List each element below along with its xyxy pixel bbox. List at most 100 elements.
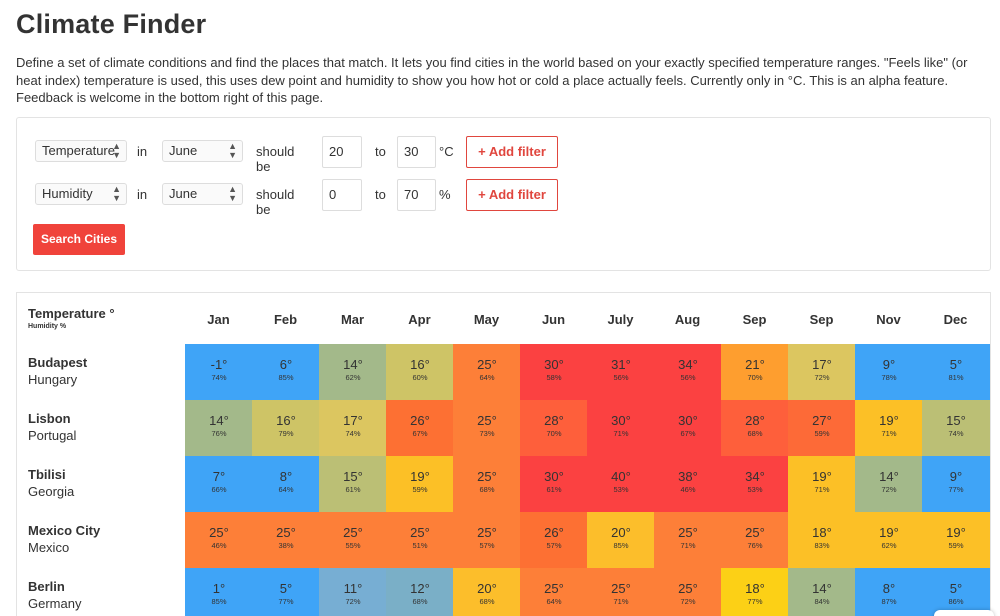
metric-select-value: Temperature — [42, 143, 115, 158]
climate-cell: 30° 58% — [520, 344, 588, 400]
cell-temperature: 20° — [477, 581, 497, 596]
climate-cell: 26° 57% — [520, 512, 588, 568]
climate-cell: 25° 76% — [721, 512, 789, 568]
cell-humidity: 81% — [948, 373, 964, 382]
climate-cell: 25° 64% — [520, 568, 588, 616]
cell-humidity: 85% — [211, 597, 227, 606]
cell-temperature: 9° — [949, 469, 963, 484]
cell-humidity: 79% — [278, 429, 294, 438]
cell-temperature: 28° — [544, 413, 564, 428]
month-column-header: Dec — [943, 312, 968, 327]
cell-humidity: 68% — [479, 485, 495, 494]
climate-cell: 15° 74% — [922, 400, 990, 456]
climate-cell: 19° 71% — [855, 400, 923, 456]
metric-select-value: Humidity — [42, 186, 93, 201]
month-column-header: May — [473, 312, 500, 327]
cell-humidity: 71% — [680, 541, 696, 550]
cell-temperature: 25° — [678, 581, 698, 596]
month-select[interactable]: June ▲ ▼ — [162, 140, 243, 162]
cell-temperature: 31° — [611, 357, 631, 372]
cell-humidity: 57% — [546, 541, 562, 550]
cell-humidity: 71% — [613, 429, 629, 438]
climate-cell: 5° 77% — [252, 568, 320, 616]
city-label[interactable]: Tbilisi Georgia — [28, 467, 74, 500]
cell-humidity: 84% — [814, 597, 830, 606]
month-column-header: Aug — [674, 312, 701, 327]
city-name: Mexico City — [28, 523, 101, 538]
cell-temperature: 21° — [745, 357, 765, 372]
climate-cell: 16° 79% — [252, 400, 320, 456]
climate-cell: 16° 60% — [386, 344, 454, 400]
cell-humidity: 58% — [546, 373, 562, 382]
city-label[interactable]: Lisbon Portugal — [28, 411, 76, 444]
climate-cell: 18° 77% — [721, 568, 789, 616]
cell-temperature: 11° — [343, 581, 363, 596]
city-name: Budapest — [28, 355, 88, 370]
min-value-input[interactable]: 0 — [322, 179, 362, 211]
city-label[interactable]: Berlin Germany — [28, 579, 81, 612]
cell-temperature: 14° — [812, 581, 832, 596]
cell-humidity: 60% — [412, 373, 428, 382]
cell-humidity: 77% — [278, 597, 294, 606]
feedback-widget[interactable] — [934, 610, 994, 616]
climate-cell: 14° 72% — [855, 456, 923, 512]
cell-temperature: 5° — [949, 357, 963, 372]
month-column-header: Sep — [742, 312, 767, 327]
climate-table: Temperature ° Humidity % Jan Feb Mar Apr May… — [16, 292, 991, 616]
climate-cell: 25° 73% — [453, 400, 521, 456]
metric-select[interactable]: Temperature ▲ ▼ — [35, 140, 127, 162]
climate-cell: 17° 72% — [788, 344, 856, 400]
cell-humidity: 61% — [345, 485, 361, 494]
month-column-header: July — [607, 312, 634, 327]
cell-humidity: 72% — [680, 597, 696, 606]
cell-temperature: 1° — [212, 581, 226, 596]
in-label: in — [137, 187, 148, 202]
climate-cell: 5° 86% — [922, 568, 990, 616]
cell-temperature: 20° — [611, 525, 631, 540]
cell-humidity: 68% — [747, 429, 763, 438]
metric-select[interactable]: Humidity ▲ ▼ — [35, 183, 127, 205]
select-arrows-icon: ▲ ▼ — [228, 184, 237, 203]
cell-temperature: 25° — [477, 357, 497, 372]
add-filter-button[interactable]: + Add filter — [466, 179, 558, 211]
climate-cell: 1° 85% — [185, 568, 253, 616]
page-description: Define a set of climate conditions and f… — [16, 55, 968, 105]
city-label[interactable]: Budapest Hungary — [28, 355, 87, 388]
climate-cell: 38° 46% — [654, 456, 722, 512]
select-arrows-icon: ▲ ▼ — [112, 184, 121, 203]
city-label[interactable]: Mexico City Mexico — [28, 523, 100, 556]
cell-temperature: 15° — [343, 469, 363, 484]
month-column-header: Nov — [876, 312, 901, 327]
climate-cell: 12° 68% — [386, 568, 454, 616]
climate-cell: 25° 55% — [319, 512, 387, 568]
cell-temperature: 19° — [946, 525, 966, 540]
add-filter-button[interactable]: + Add filter — [466, 136, 558, 168]
cell-humidity: 55% — [345, 541, 361, 550]
cell-temperature: 14° — [209, 413, 229, 428]
cell-temperature: 38° — [678, 469, 698, 484]
unit-label: °C — [439, 144, 454, 159]
cell-temperature: 19° — [879, 413, 899, 428]
climate-cell: 11° 72% — [319, 568, 387, 616]
min-value-input[interactable]: 20 — [322, 136, 362, 168]
climate-cell: 26° 67% — [386, 400, 454, 456]
max-value-input[interactable]: 70 — [397, 179, 436, 211]
country-name: Hungary — [28, 372, 78, 387]
cell-temperature: 25° — [745, 525, 765, 540]
cell-temperature: 18° — [745, 581, 765, 596]
max-value-input[interactable]: 30 — [397, 136, 436, 168]
cell-temperature: 9° — [882, 357, 896, 372]
climate-cell: 19° 59% — [922, 512, 990, 568]
month-select[interactable]: June ▲ ▼ — [162, 183, 243, 205]
cell-temperature: 27° — [812, 413, 832, 428]
cell-temperature: 25° — [477, 413, 497, 428]
climate-cell: 25° 64% — [453, 344, 521, 400]
cell-humidity: 46% — [680, 485, 696, 494]
climate-cell: 25° 51% — [386, 512, 454, 568]
cell-humidity: 67% — [680, 429, 696, 438]
unit-label: % — [439, 187, 451, 202]
search-cities-button[interactable]: Search Cities — [33, 224, 125, 255]
cell-humidity: 72% — [881, 485, 897, 494]
cell-temperature: 34° — [678, 357, 698, 372]
cell-humidity: 76% — [747, 541, 763, 550]
